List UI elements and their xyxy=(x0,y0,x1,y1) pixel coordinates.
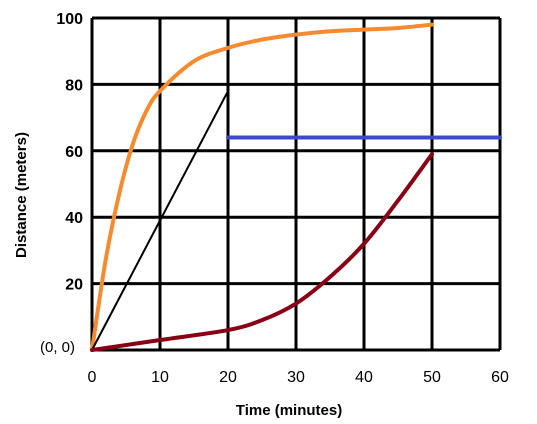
y-axis-title: Distance (meters) xyxy=(13,132,30,258)
x-tick-label: 60 xyxy=(491,369,509,386)
x-tick-label: 10 xyxy=(151,369,169,386)
series-line-4 xyxy=(90,152,434,352)
x-tick-label: 40 xyxy=(355,369,373,386)
y-tick-label: 80 xyxy=(65,77,83,94)
x-tick-label: 30 xyxy=(287,369,305,386)
x-tick-label: 50 xyxy=(423,369,441,386)
y-axis-ticks: 20 40 60 80 100 xyxy=(56,11,83,294)
x-axis-title: Time (minutes) xyxy=(236,402,342,419)
series-line-1 xyxy=(90,22,434,352)
x-tick-label: 20 xyxy=(219,369,237,386)
x-tick-label: 0 xyxy=(88,369,97,386)
y-tick-label: 40 xyxy=(65,210,83,227)
x-axis-ticks: 0 10 20 30 40 50 60 xyxy=(88,369,509,386)
series-line-2 xyxy=(91,90,229,351)
y-tick-label: 60 xyxy=(65,144,83,161)
grid xyxy=(90,16,502,352)
y-tick-label: 100 xyxy=(56,11,83,28)
origin-label: (0, 0) xyxy=(40,339,75,356)
series-group xyxy=(90,22,502,352)
y-tick-label: 20 xyxy=(65,277,83,294)
